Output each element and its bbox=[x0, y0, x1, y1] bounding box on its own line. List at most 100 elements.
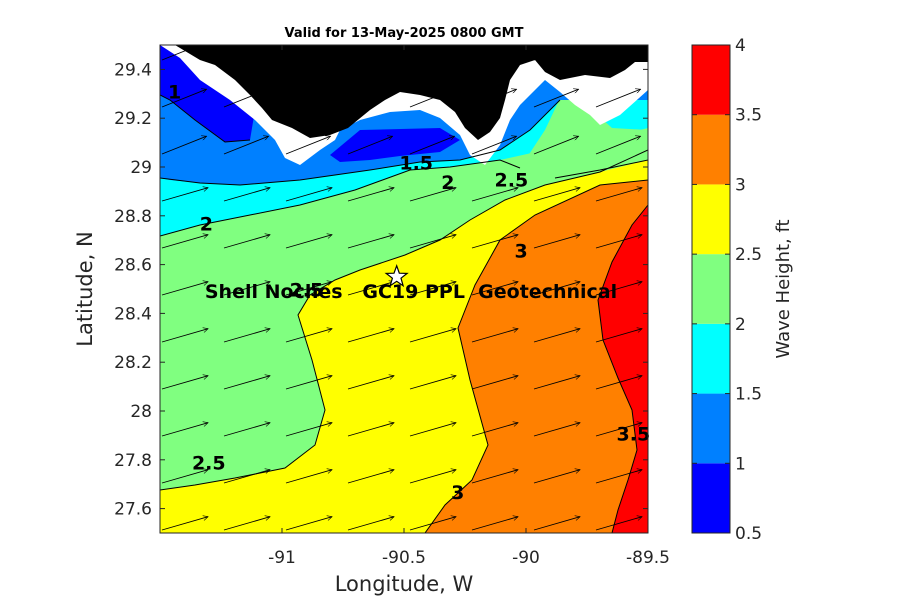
contour-label: 2 bbox=[200, 213, 213, 235]
wave-arrow bbox=[595, 136, 641, 155]
wave-arrow bbox=[223, 329, 270, 343]
wave-arrow bbox=[409, 282, 456, 296]
wave-arrow bbox=[533, 136, 579, 155]
wave-arrow bbox=[471, 188, 518, 202]
wave-arrow bbox=[161, 188, 208, 202]
wave-arrow bbox=[347, 517, 394, 531]
y-tick-label: 28.6 bbox=[114, 256, 152, 276]
wave-arrow bbox=[223, 517, 270, 531]
contour-label: 3 bbox=[515, 240, 528, 262]
wave-arrow bbox=[223, 89, 269, 108]
contour-label: 1 bbox=[168, 82, 181, 104]
colorbar-swatch bbox=[692, 114, 730, 185]
wave-arrow bbox=[595, 282, 642, 296]
wave-arrow bbox=[595, 188, 642, 202]
colorbar-tick-label: 2 bbox=[735, 315, 746, 335]
wave-arrow bbox=[471, 89, 517, 108]
y-axis-label: Latitude, N bbox=[73, 231, 97, 347]
wave-arrow bbox=[161, 235, 208, 249]
wave-arrow bbox=[285, 470, 332, 484]
wave-arrow bbox=[409, 136, 455, 155]
wave-arrow bbox=[595, 517, 642, 531]
wave-arrow bbox=[409, 517, 456, 531]
wave-arrow bbox=[223, 470, 270, 484]
wave-arrow bbox=[409, 188, 456, 202]
wave-arrow bbox=[595, 376, 642, 390]
wave-arrow bbox=[347, 136, 393, 155]
wave-arrow bbox=[223, 136, 269, 155]
wave-arrow bbox=[285, 188, 332, 202]
wave-arrow bbox=[285, 517, 332, 531]
wave-arrow bbox=[595, 423, 642, 437]
wave-arrow bbox=[161, 423, 208, 437]
wave-arrow bbox=[161, 329, 208, 343]
wave-arrow bbox=[223, 376, 270, 390]
y-tick-label: 28.2 bbox=[114, 353, 152, 373]
wave-arrow bbox=[533, 376, 580, 390]
wave-arrow bbox=[223, 188, 270, 202]
contour-label: 2.5 bbox=[495, 170, 529, 192]
wave-arrow bbox=[161, 376, 208, 390]
wave-arrow bbox=[285, 89, 331, 108]
colorbar-swatch bbox=[692, 254, 730, 324]
wave-arrow bbox=[347, 470, 394, 484]
wave-arrow bbox=[409, 470, 456, 484]
y-tick-label: 28.4 bbox=[114, 304, 152, 324]
wave-arrow bbox=[161, 470, 208, 484]
wave-arrow bbox=[223, 235, 270, 249]
x-tick-label: -89.5 bbox=[626, 548, 670, 568]
wave-arrow bbox=[471, 329, 518, 343]
site-label: Shell Noches GC19 PPL Geotechnical bbox=[205, 281, 617, 303]
contour-label: 1.5 bbox=[399, 152, 433, 174]
wave-arrow bbox=[595, 89, 641, 108]
wave-arrow bbox=[533, 282, 580, 296]
wave-arrow bbox=[471, 282, 518, 296]
wave-arrow bbox=[347, 376, 394, 390]
x-axis-ticks: -91 -90.5 -90 -89.5 bbox=[268, 45, 670, 568]
wave-arrow bbox=[347, 282, 394, 296]
colorbar-tick-label: 3.5 bbox=[735, 106, 762, 126]
wave-arrow bbox=[347, 329, 394, 343]
wave-arrow bbox=[409, 329, 456, 343]
y-tick-label: 28.8 bbox=[114, 207, 152, 227]
contour-label: 2 bbox=[441, 172, 454, 194]
contour-labels: 1 1.5 2 2.5 2 3 2.5 3.5 2.5 3 bbox=[168, 82, 650, 504]
wave-arrow bbox=[285, 376, 332, 390]
wave-arrow bbox=[347, 188, 394, 202]
site-star-icon bbox=[384, 264, 409, 288]
map-plot-area bbox=[160, 45, 648, 533]
wave-arrow bbox=[223, 423, 270, 437]
wave-arrow bbox=[285, 136, 331, 155]
land-mass bbox=[175, 45, 648, 140]
wave-arrow bbox=[533, 423, 580, 437]
wave-arrow bbox=[347, 235, 394, 249]
y-tick-label: 29.2 bbox=[114, 109, 152, 129]
colorbar-swatch bbox=[692, 184, 730, 255]
colorbar-tick-label: 0.5 bbox=[735, 524, 762, 544]
colorbar-swatch bbox=[692, 393, 730, 464]
colorbar-tick-label: 4 bbox=[735, 36, 746, 56]
y-tick-label: 27.8 bbox=[114, 451, 152, 471]
y-tick-label: 27.6 bbox=[114, 500, 152, 520]
colorbar-swatch bbox=[692, 463, 730, 533]
colorbar-frame bbox=[691, 44, 731, 534]
wave-arrow bbox=[471, 517, 518, 531]
wave-arrow bbox=[161, 136, 207, 155]
wave-arrow bbox=[409, 376, 456, 390]
wave-arrow bbox=[595, 329, 642, 343]
wave-arrow bbox=[285, 282, 332, 296]
x-tick-label: -91 bbox=[268, 548, 296, 568]
colorbar-tick-label: 2.5 bbox=[735, 245, 762, 265]
colorbar-label: Wave Height, ft bbox=[773, 219, 794, 358]
wave-arrow bbox=[285, 329, 332, 343]
wave-arrow bbox=[595, 470, 642, 484]
contour-label: 2.5 bbox=[290, 279, 324, 301]
x-axis-label: Longitude, W bbox=[335, 572, 474, 596]
wave-arrow bbox=[347, 89, 393, 108]
wave-arrow bbox=[595, 235, 642, 249]
y-axis-ticks: 27.6 27.8 28 28.2 28.4 28.6 28.8 29 29.2 29.4 bbox=[114, 60, 648, 520]
contour-label: 3.5 bbox=[617, 423, 651, 445]
wave-arrow bbox=[533, 329, 580, 343]
wave-arrow bbox=[533, 188, 580, 202]
